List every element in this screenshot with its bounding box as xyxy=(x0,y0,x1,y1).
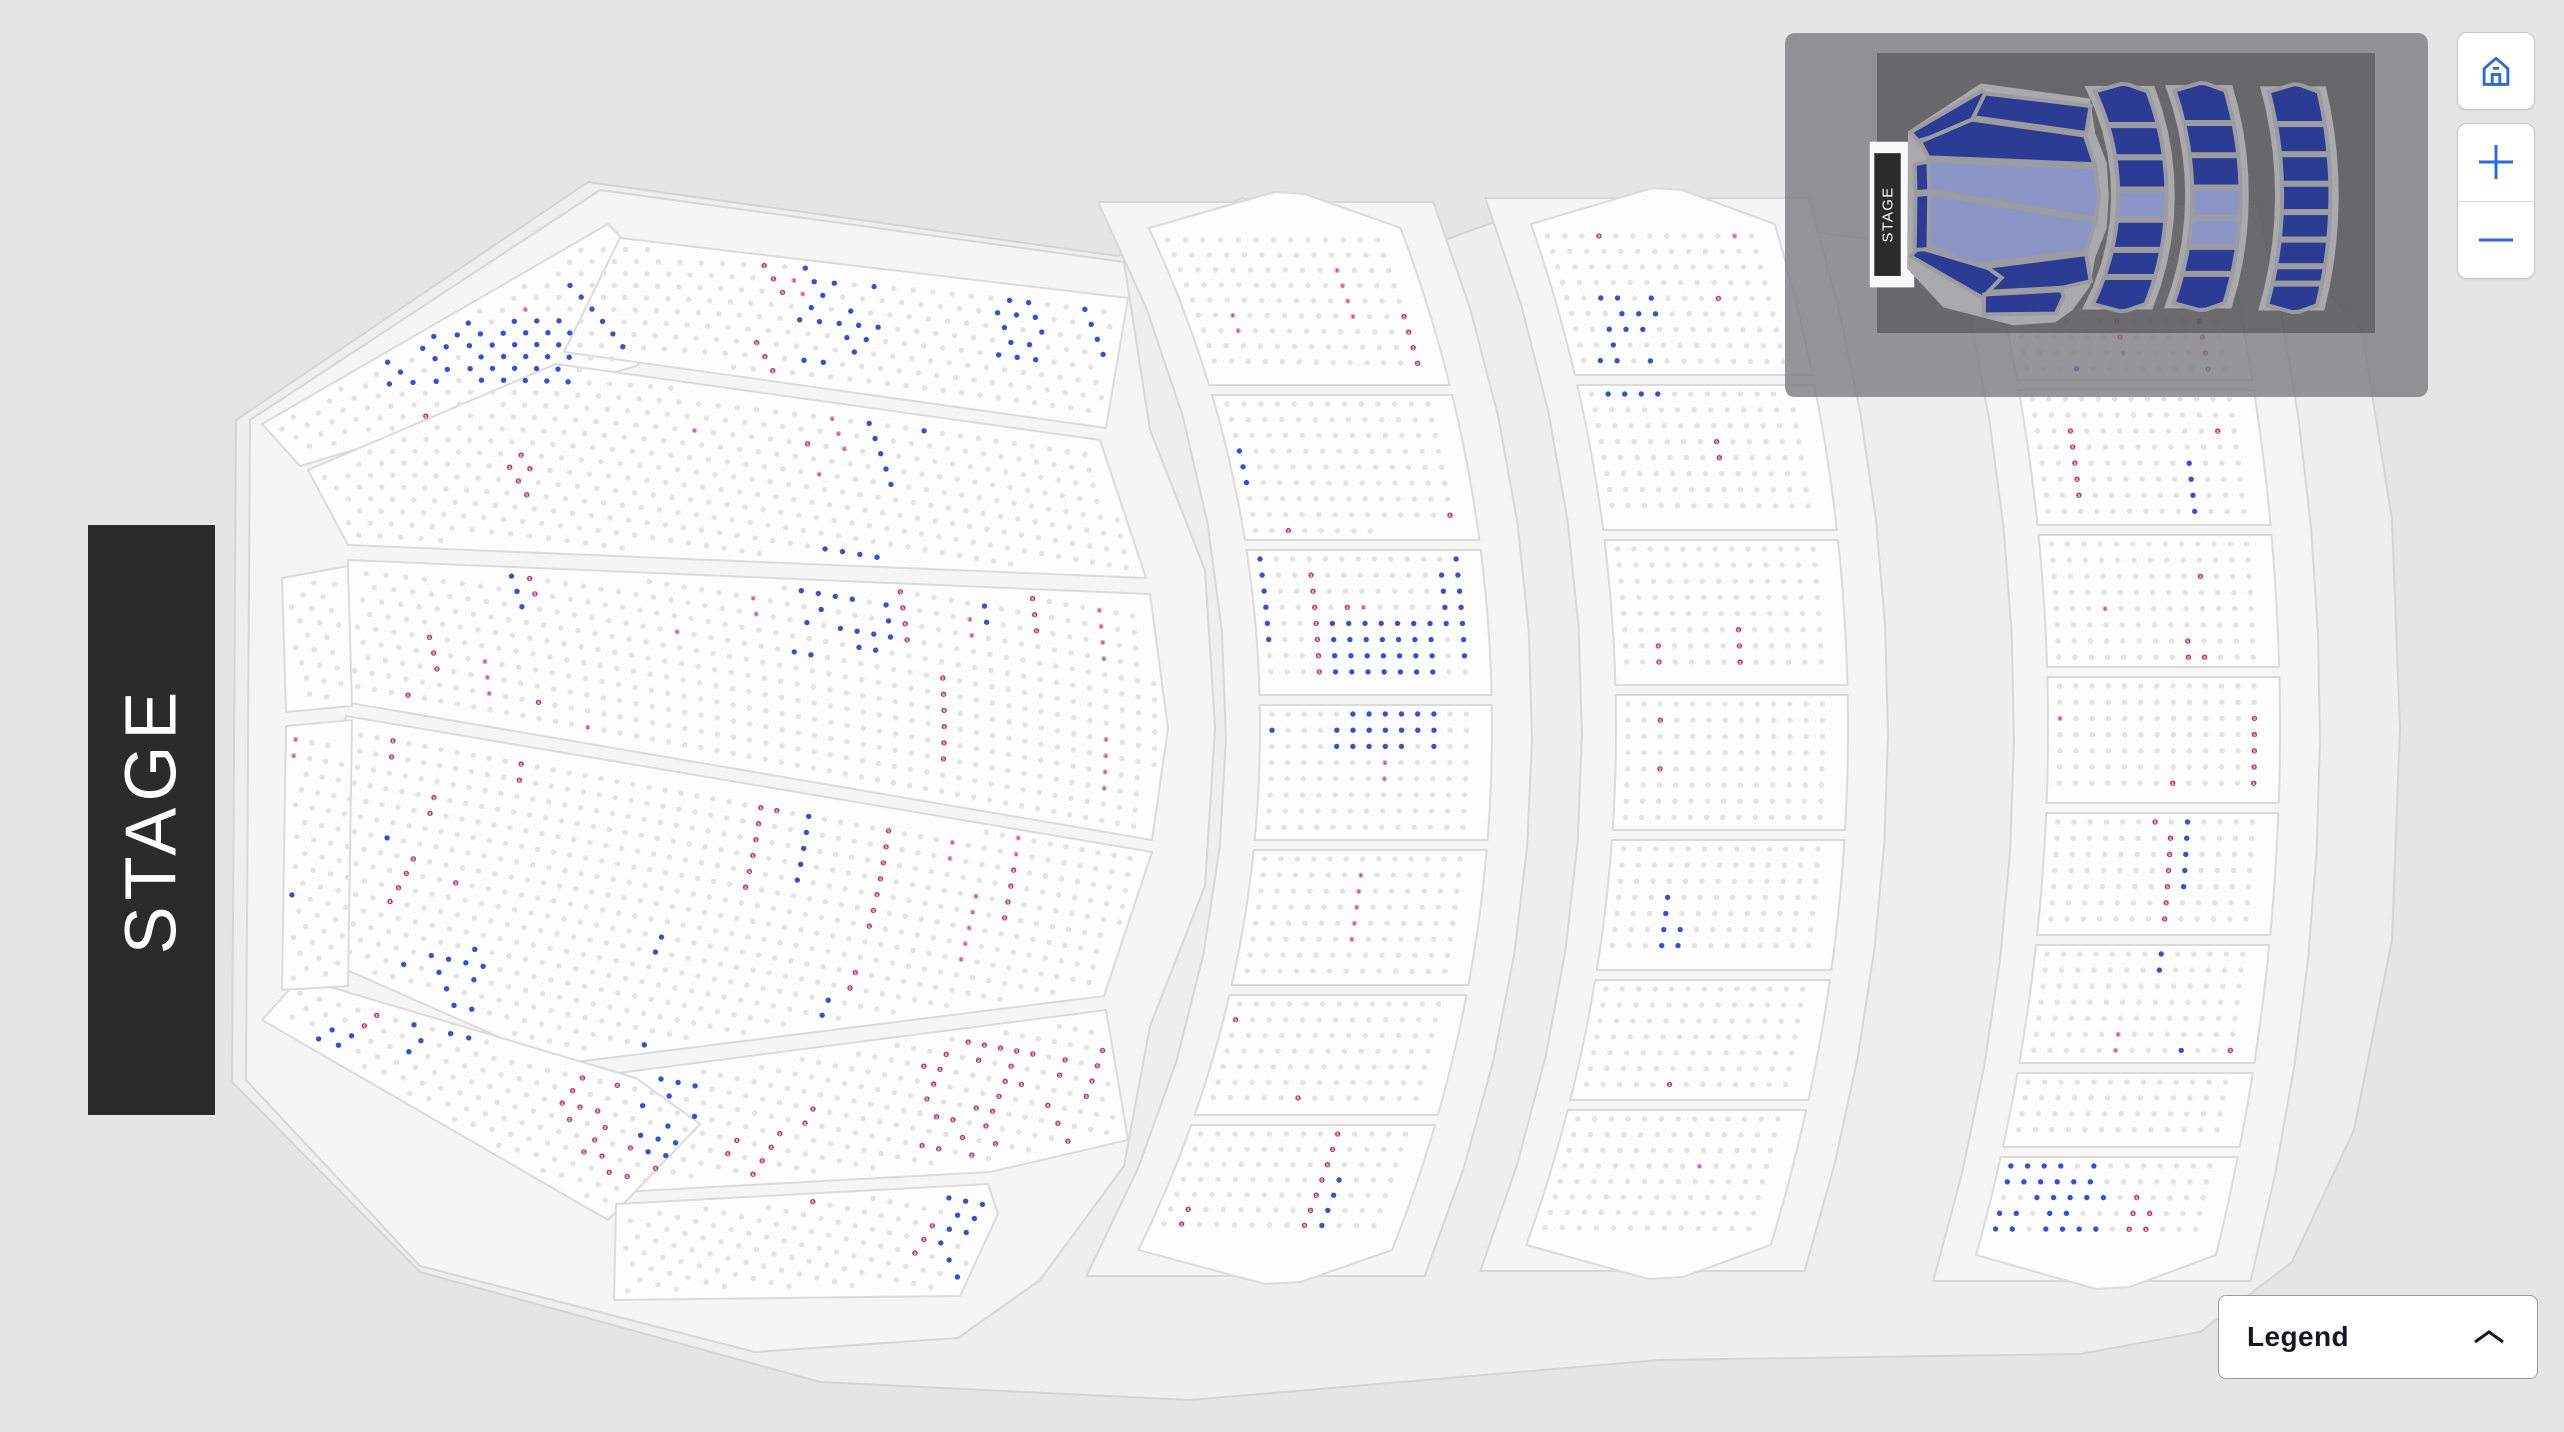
chevron-up-icon xyxy=(2474,1330,2504,1344)
mini-section-arc2-s0 xyxy=(2175,83,2234,122)
plus-icon xyxy=(2479,145,2513,180)
section-arc3-s7[interactable] xyxy=(1975,1156,2239,1290)
stage xyxy=(88,525,215,1115)
mini-section-arc2-s3 xyxy=(2192,189,2241,217)
minimap-stage-label: STAGE xyxy=(1880,187,1897,243)
mini-section-arc3-s3 xyxy=(2282,185,2331,211)
zoom-controls xyxy=(2457,123,2535,279)
mini-section-arc3-s5 xyxy=(2276,241,2328,266)
mini-section-arc1-s3 xyxy=(2117,191,2166,219)
section-arc3-s5[interactable] xyxy=(2018,944,2271,1064)
seat-dots-blue[interactable] xyxy=(289,265,2198,1280)
mini-section-arc1-s5 xyxy=(2105,251,2162,276)
dollar-glyphs-dark: $$$ $$$$$$$$$$ $$$$$$$$$$$ $$$$$ $$$$ $$$ $$$$… xyxy=(363,234,2256,1257)
section-arc1-s2[interactable] xyxy=(1245,549,1493,696)
minimap-venue: STAGE xyxy=(1869,71,2339,326)
section-arc3-s6[interactable] xyxy=(2001,1072,2254,1148)
section-arc1-s5[interactable] xyxy=(1193,994,1468,1116)
mini-section-arc1-s6 xyxy=(2093,278,2155,311)
home-button[interactable] xyxy=(2457,32,2535,110)
mini-section-floor-pit-1 xyxy=(1915,162,1930,192)
section-arc2-s1[interactable] xyxy=(1576,384,1838,531)
mini-stage xyxy=(1874,153,1901,276)
section-arc1-s3[interactable] xyxy=(1253,704,1493,841)
mini-section-arc2-s1 xyxy=(2184,124,2238,154)
home-icon xyxy=(2482,56,2510,86)
section-floor-pit-2[interactable] xyxy=(281,719,353,991)
mini-section-arc3-s7 xyxy=(2267,285,2321,312)
section-arc3-s2[interactable] xyxy=(2037,534,2281,668)
mini-section-floor-t2 xyxy=(1973,93,2090,133)
section-floor-t3[interactable] xyxy=(307,363,1147,579)
mini-section-floor-rear xyxy=(1984,290,2064,314)
section-arc3-s4[interactable] xyxy=(2036,812,2280,936)
section-arc3-s1[interactable] xyxy=(2017,389,2272,526)
mini-section-floor-t3 xyxy=(1920,120,2094,165)
section-arc2-s2[interactable] xyxy=(1603,539,1849,686)
stage-label: STAGE xyxy=(112,686,192,955)
legend-button[interactable]: Legend xyxy=(2218,1295,2538,1379)
zoom-in-button[interactable] xyxy=(2458,124,2534,201)
mini-section-floor-pit-2 xyxy=(1915,194,1930,250)
mini-section-arc3-s6 xyxy=(2273,267,2325,282)
mini-section-arc2-s5 xyxy=(2183,248,2237,273)
mini-section-arc3-s0 xyxy=(2269,84,2325,123)
section-arc1-s0[interactable] xyxy=(1147,191,1451,386)
section-arc1-s1[interactable] xyxy=(1211,394,1481,541)
mini-section-arc1-s2 xyxy=(2115,158,2166,188)
mini-section-arc2-s6 xyxy=(2174,275,2232,310)
zoom-out-button[interactable] xyxy=(2458,202,2534,279)
section-floor-pit-1[interactable] xyxy=(281,565,353,713)
seat-dots-gray xyxy=(279,233,2257,1294)
section-arc1-s4[interactable] xyxy=(1230,849,1488,986)
minus-icon xyxy=(2479,238,2513,242)
mini-section-arc3-s1 xyxy=(2276,125,2328,153)
mini-section-arc2-s2 xyxy=(2190,156,2241,186)
section-arc2-s5[interactable] xyxy=(1569,979,1831,1101)
mini-section-arc1-s1 xyxy=(2108,126,2164,156)
legend-label: Legend xyxy=(2247,1321,2349,1352)
mini-section-arc2-s4 xyxy=(2188,219,2240,246)
mini-section-arc3-s2 xyxy=(2280,155,2330,182)
section-floor-t2[interactable] xyxy=(563,237,1129,429)
divider xyxy=(2458,200,2534,202)
mini-section-arc1-s4 xyxy=(2112,221,2165,249)
section-arc2-s4[interactable] xyxy=(1595,839,1846,971)
section-arc3-s3[interactable] xyxy=(2045,676,2281,804)
section-floor-rear[interactable] xyxy=(613,1183,999,1301)
section-arc2-s3[interactable] xyxy=(1611,694,1849,831)
minimap-panel[interactable]: STAGE xyxy=(1785,33,2428,397)
mini-section-arc3-s4 xyxy=(2280,213,2330,238)
mini-section-arc1-s0 xyxy=(2095,84,2158,124)
